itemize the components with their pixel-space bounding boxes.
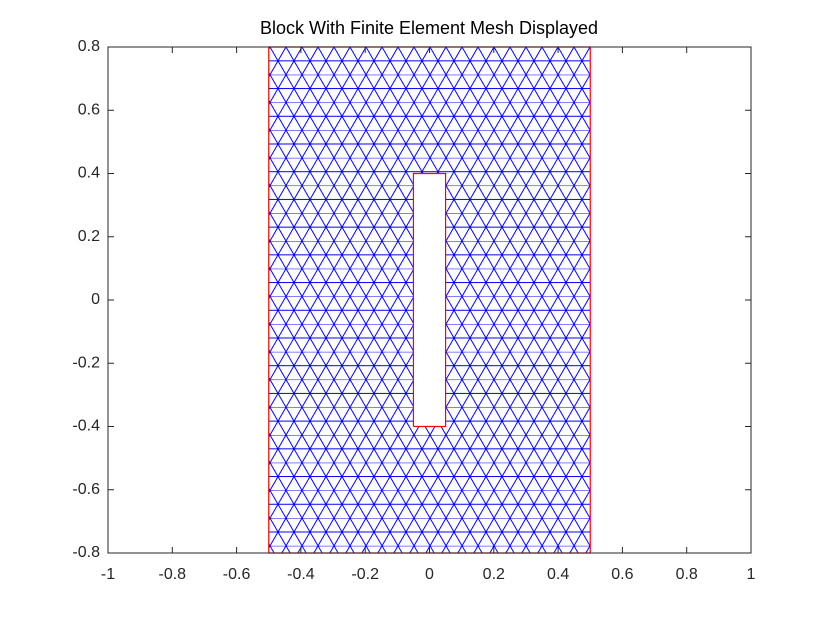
x-tick-label: 0.4	[547, 566, 569, 583]
mesh	[268, 47, 591, 553]
x-tick-label: -1	[101, 566, 115, 583]
y-tick-label: 0.4	[78, 165, 100, 182]
y-tick-label: -0.2	[72, 354, 100, 371]
x-tick-label: -0.6	[223, 566, 251, 583]
x-tick-label: 0.2	[483, 566, 505, 583]
y-tick-label: -0.8	[72, 544, 100, 561]
y-tick-label: 0	[91, 291, 100, 308]
y-tick-label: -0.6	[72, 481, 100, 498]
x-tick-label: 0.6	[611, 566, 633, 583]
x-tick-label: -0.2	[351, 566, 379, 583]
y-tick-label: 0.2	[78, 228, 100, 245]
y-tick-label: -0.4	[72, 418, 100, 435]
chart-title: Block With Finite Element Mesh Displayed	[260, 18, 598, 38]
x-tick-label: 0	[425, 566, 434, 583]
x-tick-label: -0.8	[159, 566, 187, 583]
y-tick-label: 0.6	[78, 101, 100, 118]
x-tick-label: -0.4	[287, 566, 315, 583]
x-tick-label: 0.8	[676, 566, 698, 583]
y-tick-label: 0.8	[78, 38, 100, 55]
x-tick-label: 1	[747, 566, 756, 583]
boundary	[412, 172, 447, 428]
